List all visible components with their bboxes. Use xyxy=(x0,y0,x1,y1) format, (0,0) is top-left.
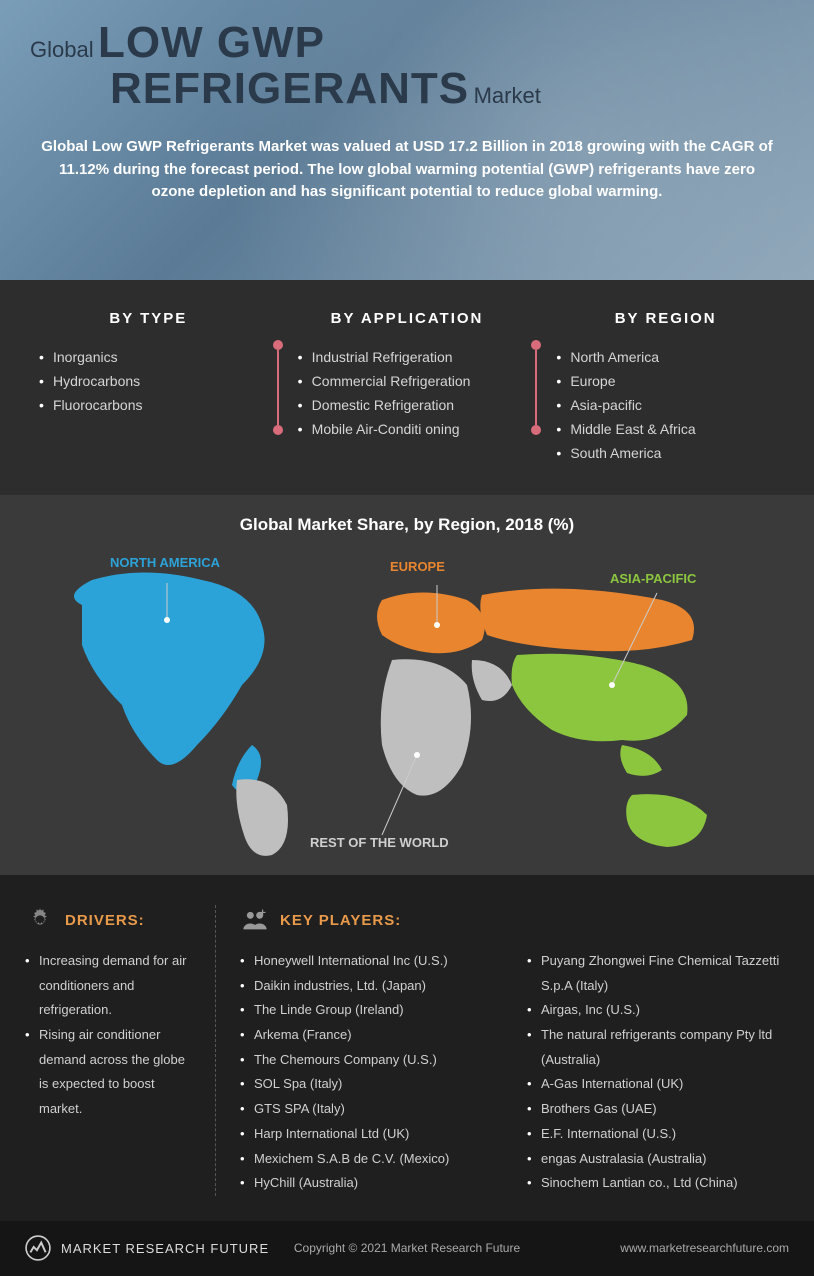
list-item: The Linde Group (Ireland) xyxy=(240,998,502,1023)
players-heading: KEY PLAYERS: xyxy=(240,905,789,935)
gears-icon xyxy=(25,905,55,935)
players-label: KEY PLAYERS: xyxy=(280,912,401,929)
list-item: E.F. International (U.S.) xyxy=(527,1122,789,1147)
map-title: Global Market Share, by Region, 2018 (%) xyxy=(20,515,794,535)
list-item: GTS SPA (Italy) xyxy=(240,1097,502,1122)
list-item: Commercial Refrigeration xyxy=(294,369,521,393)
list-item: Arkema (France) xyxy=(240,1023,502,1048)
list-item: South America xyxy=(552,441,779,465)
list-item: Brothers Gas (UAE) xyxy=(527,1097,789,1122)
region-row-af xyxy=(381,659,471,795)
footer: MARKET RESEARCH FUTURE Copyright © 2021 … xyxy=(0,1221,814,1276)
list-item: Mexichem S.A.B de C.V. (Mexico) xyxy=(240,1147,502,1172)
drivers-list: Increasing demand for air conditioners a… xyxy=(25,949,195,1122)
list-item: Harp International Ltd (UK) xyxy=(240,1122,502,1147)
list-item: Middle East & Africa xyxy=(552,417,779,441)
category-list-type: InorganicsHydrocarbonsFluorocarbons xyxy=(35,345,262,417)
list-item: Hydrocarbons xyxy=(35,369,262,393)
category-list-application: Industrial RefrigerationCommercial Refri… xyxy=(294,345,521,441)
region-eu-ru xyxy=(480,589,694,652)
list-item: The Chemours Company (U.S.) xyxy=(240,1048,502,1073)
list-item: Honeywell International Inc (U.S.) xyxy=(240,949,502,974)
category-col-region: BY REGION North AmericaEuropeAsia-pacifi… xyxy=(537,310,794,465)
world-map: NORTH AMERICA EUROPE ASIA-PACIFIC REST O… xyxy=(20,545,794,865)
list-item: Europe xyxy=(552,369,779,393)
category-title: BY APPLICATION xyxy=(294,310,521,327)
people-icon xyxy=(240,905,270,935)
region-na xyxy=(74,573,265,792)
footer-copyright: Copyright © 2021 Market Research Future xyxy=(280,1241,535,1255)
brand-icon xyxy=(25,1235,51,1261)
category-col-application: BY APPLICATION Industrial RefrigerationC… xyxy=(279,310,536,465)
list-item: Mobile Air-Conditi oning xyxy=(294,417,521,441)
list-item: Daikin industries, Ltd. (Japan) xyxy=(240,974,502,999)
list-item: The natural refrigerants company Pty ltd… xyxy=(527,1023,789,1072)
label-ap: ASIA-PACIFIC xyxy=(610,571,696,586)
region-ap xyxy=(512,654,688,742)
players-grid: Honeywell International Inc (U.S.)Daikin… xyxy=(240,949,789,1196)
list-item: Airgas, Inc (U.S.) xyxy=(527,998,789,1023)
drivers-label: DRIVERS: xyxy=(65,912,145,929)
list-item: Fluorocarbons xyxy=(35,393,262,417)
list-item: Domestic Refrigeration xyxy=(294,393,521,417)
category-col-type: BY TYPE InorganicsHydrocarbonsFluorocarb… xyxy=(20,310,277,465)
title-suffix: Market xyxy=(474,83,541,108)
list-item: HyChill (Australia) xyxy=(240,1171,502,1196)
title-main-1: LOW GWP xyxy=(98,18,325,67)
drivers-column: DRIVERS: Increasing demand for air condi… xyxy=(25,905,215,1196)
drivers-heading: DRIVERS: xyxy=(25,905,195,935)
brand-text: MARKET RESEARCH FUTURE xyxy=(61,1241,269,1256)
list-item: Sinochem Lantian co., Ltd (China) xyxy=(527,1171,789,1196)
category-title: BY REGION xyxy=(552,310,779,327)
footer-url: www.marketresearchfuture.com xyxy=(534,1241,789,1255)
footer-brand: MARKET RESEARCH FUTURE xyxy=(25,1235,280,1261)
hero-banner: Global LOW GWP REFRIGERANTS Market Globa… xyxy=(0,0,814,280)
label-eu: EUROPE xyxy=(390,559,445,574)
categories-section: BY TYPE InorganicsHydrocarbonsFluorocarb… xyxy=(0,280,814,495)
region-row-me xyxy=(472,660,512,701)
list-item: Industrial Refrigeration xyxy=(294,345,521,369)
hero-title-block: Global LOW GWP REFRIGERANTS Market xyxy=(30,20,784,112)
hero-description: Global Low GWP Refrigerants Market was v… xyxy=(30,136,784,204)
list-item: Asia-pacific xyxy=(552,393,779,417)
region-row-sa xyxy=(236,779,288,856)
title-main-2: REFRIGERANTS xyxy=(30,64,469,113)
region-ap-au xyxy=(626,794,707,847)
players-column: KEY PLAYERS: Honeywell International Inc… xyxy=(215,905,789,1196)
players-list-2: Puyang Zhongwei Fine Chemical Tazzetti S… xyxy=(527,949,789,1196)
list-item: SOL Spa (Italy) xyxy=(240,1072,502,1097)
category-title: BY TYPE xyxy=(35,310,262,327)
list-item: Increasing demand for air conditioners a… xyxy=(25,949,195,1023)
bottom-section: DRIVERS: Increasing demand for air condi… xyxy=(0,875,814,1221)
region-eu xyxy=(377,593,485,654)
category-list-region: North AmericaEuropeAsia-pacificMiddle Ea… xyxy=(552,345,779,465)
label-na: NORTH AMERICA xyxy=(110,555,220,570)
region-ap-sea xyxy=(620,745,662,776)
map-section: Global Market Share, by Region, 2018 (%) xyxy=(0,495,814,875)
list-item: Inorganics xyxy=(35,345,262,369)
label-row: REST OF THE WORLD xyxy=(310,835,449,850)
list-item: Rising air conditioner demand across the… xyxy=(25,1023,195,1122)
list-item: Puyang Zhongwei Fine Chemical Tazzetti S… xyxy=(527,949,789,998)
list-item: A-Gas International (UK) xyxy=(527,1072,789,1097)
list-item: engas Australasia (Australia) xyxy=(527,1147,789,1172)
list-item: North America xyxy=(552,345,779,369)
title-prefix: Global xyxy=(30,37,94,62)
map-svg xyxy=(20,545,794,865)
players-list-1: Honeywell International Inc (U.S.)Daikin… xyxy=(240,949,502,1196)
